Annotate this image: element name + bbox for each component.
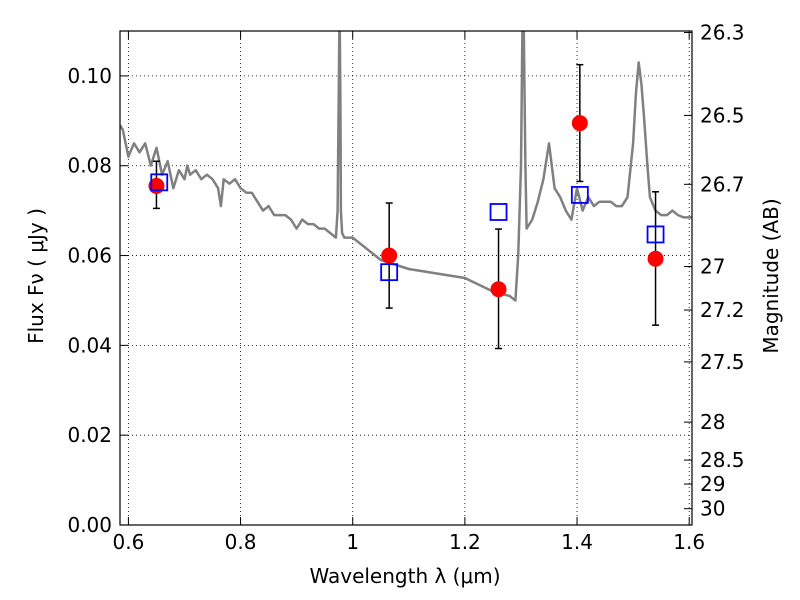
axes-frame [119, 30, 693, 526]
synthetic-point [570, 186, 589, 204]
y2-tick-label: 27.2 [700, 298, 745, 322]
y2-tick-label: 27.5 [700, 350, 745, 374]
observed-point [381, 247, 398, 264]
synthetic-point [380, 263, 399, 282]
x-axis: 0.6 0.8 1 1.2 1.4 1.6 [113, 31, 705, 554]
x-tick-label: 1.4 [561, 530, 593, 554]
y-axis-label: Flux Fν ( μJy ) [24, 208, 48, 344]
y2-tick-label: 27 [700, 255, 725, 279]
y2-tick-label: 26.3 [700, 21, 745, 45]
y2-tick-label: 26.7 [700, 172, 745, 196]
x-tick-label: 1.6 [673, 530, 705, 554]
observed-point [490, 281, 507, 298]
y2-tick-label: 28 [700, 410, 725, 434]
y2-tick-label: 26.5 [700, 103, 745, 127]
y2-tick-label: 29 [700, 472, 725, 496]
x-tick-label: 1.2 [449, 530, 481, 554]
y2-tick-label: 28.5 [700, 448, 745, 472]
y-tick-label: 0.10 [67, 64, 112, 88]
synthetic-point [646, 225, 665, 244]
y-tick-label: 0.08 [67, 154, 112, 178]
x-axis-label: Wavelength λ (μm) [309, 564, 500, 588]
y-tick-label: 0.00 [67, 513, 112, 537]
synthetic-point [150, 173, 169, 192]
x-tick-label: 0.6 [113, 530, 145, 554]
y-tick-label: 0.06 [67, 244, 112, 268]
plot-frame [119, 30, 693, 526]
y-axis: 0.00 0.02 0.04 0.06 0.08 0.10 [67, 64, 128, 537]
grid-lines [120, 31, 692, 525]
x-tick-label: 0.8 [225, 530, 257, 554]
x-tick-label: 1 [346, 530, 359, 554]
model-spectrum-line [120, 31, 692, 302]
secondary-y-axis-label: Magnitude (AB) [759, 198, 783, 353]
synthetic-point [489, 203, 508, 221]
y-tick-label: 0.04 [67, 333, 112, 357]
y2-tick-label: 30 [700, 497, 725, 521]
observed-point [647, 250, 664, 267]
observed-point [571, 115, 588, 132]
plot-area [120, 31, 692, 350]
y-tick-label: 0.02 [67, 423, 112, 447]
